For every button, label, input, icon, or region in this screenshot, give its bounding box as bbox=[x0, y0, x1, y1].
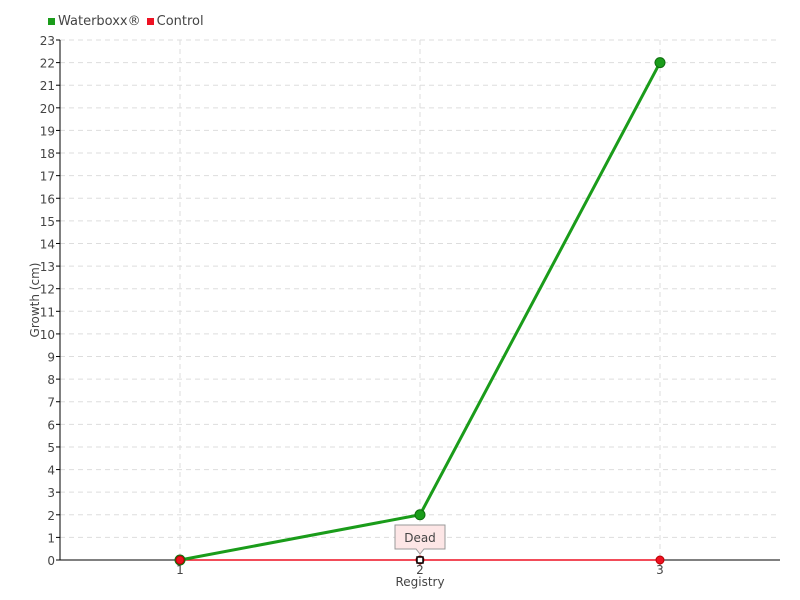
y-tick-label: 2 bbox=[47, 509, 55, 523]
y-tick-label: 6 bbox=[47, 418, 55, 432]
data-point-waterboxx bbox=[654, 57, 666, 69]
legend-label: Waterboxx® bbox=[58, 14, 141, 29]
y-tick-label: 8 bbox=[47, 373, 55, 387]
y-tick-label: 9 bbox=[47, 351, 55, 365]
y-tick-label: 11 bbox=[40, 305, 55, 319]
y-tick-label: 4 bbox=[47, 464, 55, 478]
y-tick-label: 17 bbox=[40, 170, 55, 184]
y-tick-label: 13 bbox=[40, 260, 55, 274]
data-point-waterboxx bbox=[414, 509, 426, 521]
y-tick-label: 14 bbox=[40, 237, 55, 251]
legend-swatch bbox=[48, 18, 55, 25]
y-tick-label: 16 bbox=[40, 192, 55, 206]
legend-item-waterboxx[interactable]: Waterboxx® bbox=[48, 14, 141, 29]
y-tick-label: 19 bbox=[40, 124, 55, 138]
legend-label: Control bbox=[156, 14, 204, 29]
annotation-box bbox=[394, 524, 446, 555]
y-tick-label: 15 bbox=[40, 215, 55, 229]
data-point-control bbox=[175, 555, 185, 565]
x-axis-label: Registry bbox=[395, 575, 444, 589]
y-tick-label: 12 bbox=[40, 283, 55, 297]
y-tick-label: 3 bbox=[47, 486, 55, 500]
legend: Waterboxx® Control bbox=[48, 14, 204, 29]
legend-item-control[interactable]: Control bbox=[146, 14, 204, 29]
legend-swatch bbox=[146, 18, 154, 25]
x-tick-label: 1 bbox=[176, 563, 184, 577]
data-point-control bbox=[655, 555, 665, 565]
y-tick-label: 18 bbox=[40, 147, 55, 161]
y-tick-label: 5 bbox=[47, 441, 55, 455]
y-tick-label: 23 bbox=[40, 34, 55, 48]
y-tick-label: 10 bbox=[40, 328, 55, 342]
x-tick-label: 2 bbox=[416, 563, 424, 577]
y-tick-label: 21 bbox=[40, 79, 55, 93]
y-tick-label: 22 bbox=[40, 57, 55, 71]
x-tick-label: 3 bbox=[656, 563, 664, 577]
annotation-marker bbox=[416, 556, 424, 564]
annotation-label: Dead bbox=[404, 531, 436, 545]
y-tick-label: 7 bbox=[47, 396, 55, 410]
y-tick-label: 1 bbox=[47, 531, 55, 545]
y-tick-label: 0 bbox=[47, 554, 55, 568]
y-axis-label: Growth (cm) bbox=[28, 263, 42, 338]
y-tick-label: 20 bbox=[40, 102, 55, 116]
